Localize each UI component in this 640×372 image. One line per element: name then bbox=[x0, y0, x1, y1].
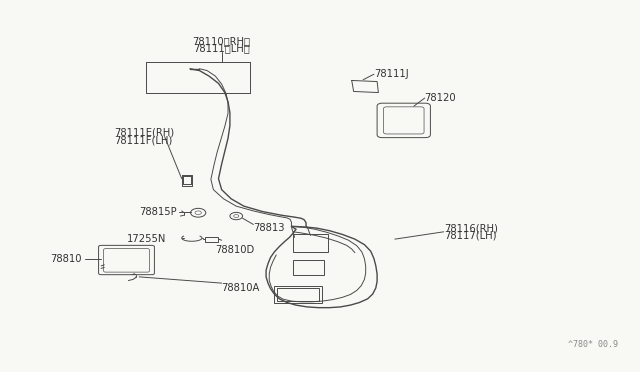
Text: 78111J: 78111J bbox=[374, 69, 408, 79]
Text: 78117(LH): 78117(LH) bbox=[444, 231, 496, 240]
Text: 78110〈RH〉: 78110〈RH〉 bbox=[193, 36, 251, 46]
Text: 78810D: 78810D bbox=[215, 245, 255, 255]
Text: 78810A: 78810A bbox=[221, 283, 260, 293]
Text: 78111E(RH): 78111E(RH) bbox=[114, 128, 174, 138]
Text: 78116(RH): 78116(RH) bbox=[444, 223, 497, 233]
Text: 78111〈LH〉: 78111〈LH〉 bbox=[193, 44, 250, 54]
Bar bbox=[277, 288, 319, 301]
Text: ^780* 00.9: ^780* 00.9 bbox=[568, 340, 618, 349]
Bar bbox=[205, 237, 218, 242]
Text: 17255N: 17255N bbox=[127, 234, 166, 244]
Bar bbox=[293, 234, 328, 252]
Text: 78813: 78813 bbox=[253, 223, 285, 233]
Text: 78815P: 78815P bbox=[139, 207, 177, 217]
Bar bbox=[293, 260, 324, 275]
Bar bbox=[275, 286, 322, 302]
Text: 78111F(LH): 78111F(LH) bbox=[114, 135, 172, 145]
Text: 78120: 78120 bbox=[425, 93, 456, 103]
Text: 78810: 78810 bbox=[51, 254, 82, 263]
